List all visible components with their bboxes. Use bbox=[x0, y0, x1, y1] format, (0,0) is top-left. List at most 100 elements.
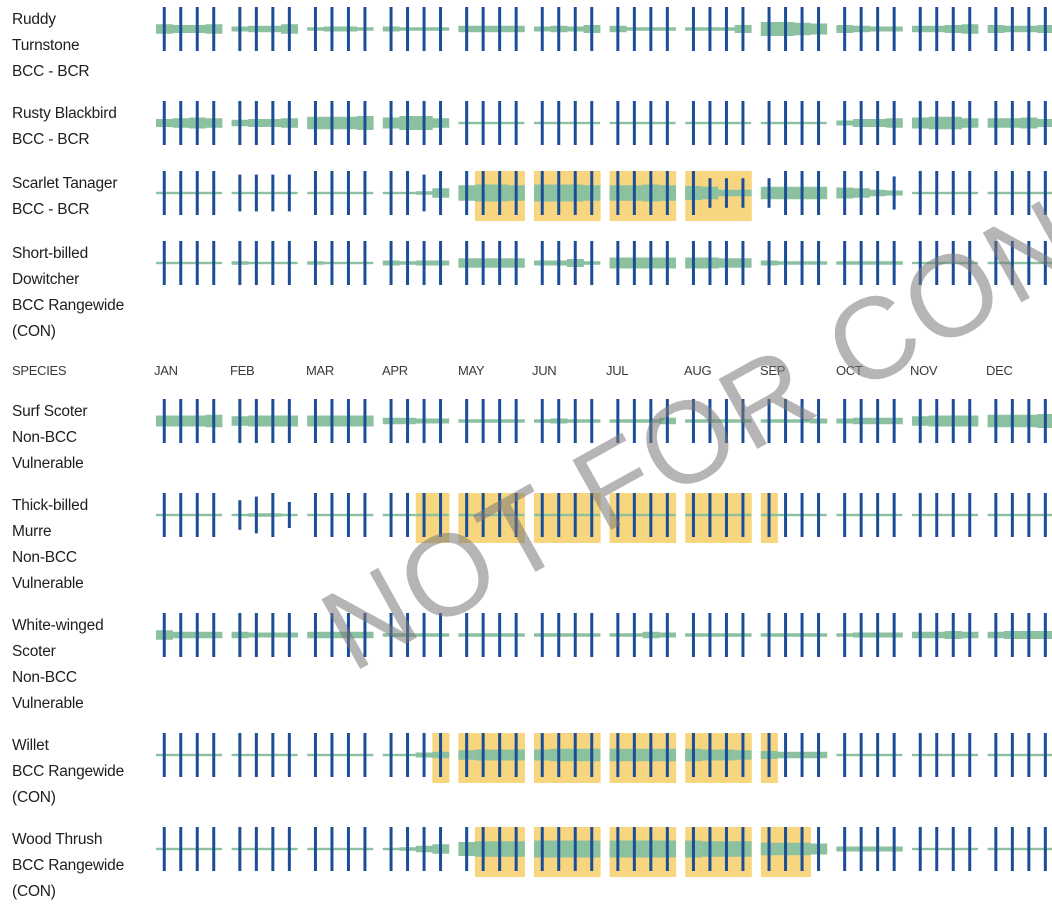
week-cell bbox=[399, 733, 416, 777]
week-cell bbox=[885, 733, 903, 777]
week-cell bbox=[869, 241, 887, 285]
survey-effort-bar bbox=[632, 733, 636, 777]
week-cell bbox=[323, 613, 341, 657]
week-cell bbox=[912, 101, 929, 145]
survey-effort-bar bbox=[363, 493, 367, 537]
week-cell bbox=[760, 613, 778, 657]
week-cell bbox=[793, 7, 811, 51]
survey-effort-bar bbox=[708, 7, 712, 51]
week-cell bbox=[852, 827, 870, 871]
survey-effort-bar bbox=[162, 7, 166, 51]
week-cell bbox=[701, 493, 719, 543]
survey-effort-bar bbox=[363, 399, 367, 443]
survey-effort-bar bbox=[238, 733, 242, 777]
survey-effort-bar bbox=[162, 733, 166, 777]
survey-effort-bar bbox=[951, 241, 955, 285]
survey-effort-bar bbox=[238, 101, 242, 145]
survey-effort-bar bbox=[498, 171, 502, 215]
week-cell bbox=[718, 171, 736, 221]
week-cell bbox=[432, 399, 450, 443]
week-cell bbox=[323, 827, 341, 871]
survey-effort-bar bbox=[649, 399, 653, 443]
week-cell bbox=[550, 101, 567, 145]
survey-effort-bar bbox=[1043, 493, 1047, 537]
week-cell bbox=[491, 399, 509, 443]
survey-effort-bar bbox=[346, 827, 350, 871]
week-cell bbox=[836, 827, 854, 871]
week-cell bbox=[836, 7, 854, 51]
week-cell bbox=[382, 613, 400, 657]
survey-effort-bar bbox=[162, 101, 166, 145]
probability-strip bbox=[156, 613, 1052, 657]
week-cell bbox=[609, 7, 627, 51]
week-cell bbox=[264, 733, 282, 777]
week-cell bbox=[583, 493, 601, 543]
survey-effort-bar bbox=[573, 7, 577, 51]
week-cell bbox=[1004, 241, 1021, 285]
survey-effort-bar bbox=[784, 241, 788, 285]
species-label-line: (CON) bbox=[12, 323, 56, 340]
survey-effort-bar bbox=[271, 827, 275, 871]
week-cell bbox=[281, 827, 298, 871]
week-cell bbox=[869, 827, 887, 871]
survey-effort-bar bbox=[212, 171, 216, 215]
week-cell bbox=[156, 101, 173, 145]
survey-effort-bar bbox=[238, 827, 242, 871]
week-cell bbox=[432, 7, 450, 51]
week-cell bbox=[172, 101, 190, 145]
week-cell bbox=[474, 613, 492, 657]
week-cell bbox=[264, 241, 282, 285]
species-label-line: Scarlet Tanager bbox=[12, 175, 118, 192]
survey-effort-bar bbox=[784, 493, 788, 537]
survey-effort-bar bbox=[557, 613, 561, 657]
survey-effort-bar bbox=[968, 399, 972, 443]
week-cell bbox=[156, 493, 173, 537]
week-cell bbox=[718, 613, 736, 657]
survey-effort-bar bbox=[481, 399, 485, 443]
week-cell bbox=[231, 827, 249, 871]
survey-effort-bar bbox=[843, 827, 847, 871]
survey-effort-bar bbox=[498, 613, 502, 657]
survey-effort-bar bbox=[363, 241, 367, 285]
survey-effort-bar bbox=[843, 733, 847, 777]
week-cell bbox=[382, 493, 400, 537]
survey-effort-bar bbox=[389, 241, 393, 285]
survey-effort-bar bbox=[422, 613, 426, 657]
survey-effort-bar bbox=[363, 827, 367, 871]
survey-effort-bar bbox=[859, 827, 863, 871]
month-header-apr: APR bbox=[382, 363, 408, 378]
week-cell bbox=[307, 241, 325, 285]
week-cell bbox=[432, 733, 450, 783]
week-cell bbox=[869, 399, 887, 443]
week-cell bbox=[1004, 613, 1021, 657]
week-cell bbox=[399, 171, 416, 215]
week-cell bbox=[1020, 7, 1038, 51]
week-cell bbox=[961, 827, 978, 871]
week-cell bbox=[189, 101, 206, 145]
week-cell bbox=[659, 827, 677, 877]
survey-effort-bar bbox=[632, 7, 636, 51]
week-cell bbox=[567, 827, 585, 877]
survey-effort-bar bbox=[195, 827, 199, 871]
survey-effort-bar bbox=[389, 613, 393, 657]
week-cell bbox=[323, 733, 341, 777]
survey-effort-bar bbox=[994, 613, 998, 657]
survey-effort-bar bbox=[254, 174, 258, 212]
species-label-line: BCC Rangewide bbox=[12, 763, 124, 780]
survey-effort-bar bbox=[514, 493, 518, 537]
week-cell bbox=[760, 178, 778, 208]
species-label: Scarlet Tanager BCC - BCR bbox=[12, 171, 160, 223]
week-cell bbox=[642, 733, 660, 783]
species-label-line: BCC - BCR bbox=[12, 63, 90, 80]
week-cell bbox=[248, 613, 265, 657]
week-cell bbox=[264, 827, 282, 871]
survey-effort-bar bbox=[162, 241, 166, 285]
survey-effort-bar bbox=[1043, 613, 1047, 657]
week-cell bbox=[961, 241, 978, 285]
week-cell bbox=[961, 613, 979, 657]
week-cell bbox=[701, 101, 719, 145]
species-label-line: Scoter bbox=[12, 643, 56, 660]
week-cell bbox=[869, 493, 886, 537]
survey-effort-bar bbox=[767, 827, 771, 871]
week-cell bbox=[777, 399, 795, 443]
